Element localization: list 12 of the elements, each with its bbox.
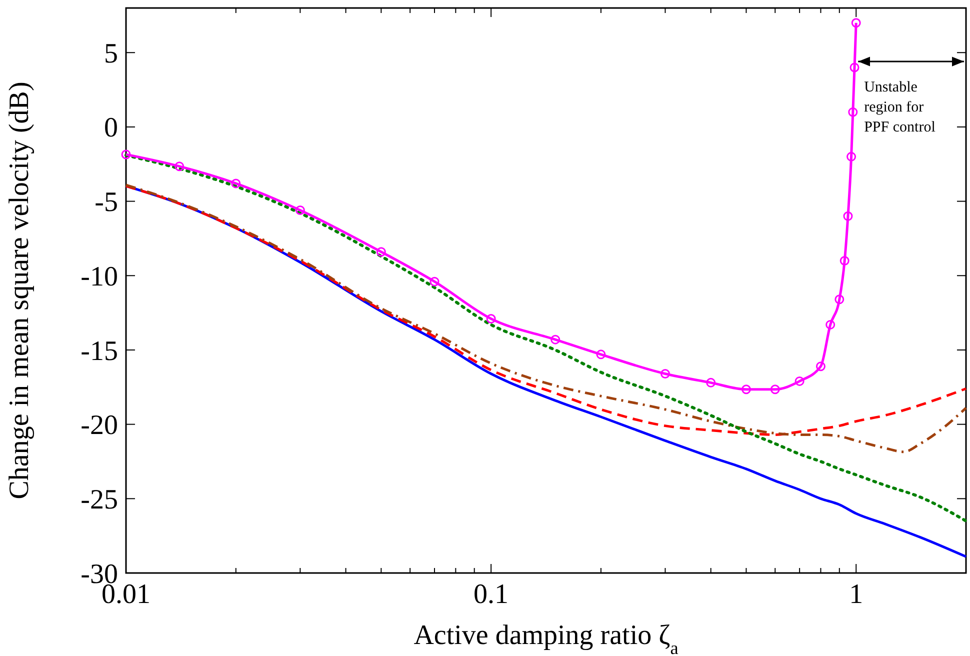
- y-tick-label: -15: [80, 336, 118, 367]
- y-tick-label: -5: [94, 187, 118, 218]
- y-axis-title: Change in mean square velocity (dB): [4, 82, 35, 500]
- x-tick-label: 1: [849, 579, 864, 610]
- x-tick-label: 0.1: [474, 579, 509, 610]
- y-tick-label: -20: [80, 410, 118, 442]
- y-tick-label: 5: [104, 38, 118, 70]
- x-axis-title: Active damping ratio ζ$_{a}$: [414, 620, 678, 656]
- y-tick-label: -25: [80, 484, 118, 516]
- y-tick-label: 0: [104, 112, 118, 144]
- y-tick-label: -10: [80, 261, 118, 292]
- annotation: Unstable region for PPF control: [864, 80, 936, 136]
